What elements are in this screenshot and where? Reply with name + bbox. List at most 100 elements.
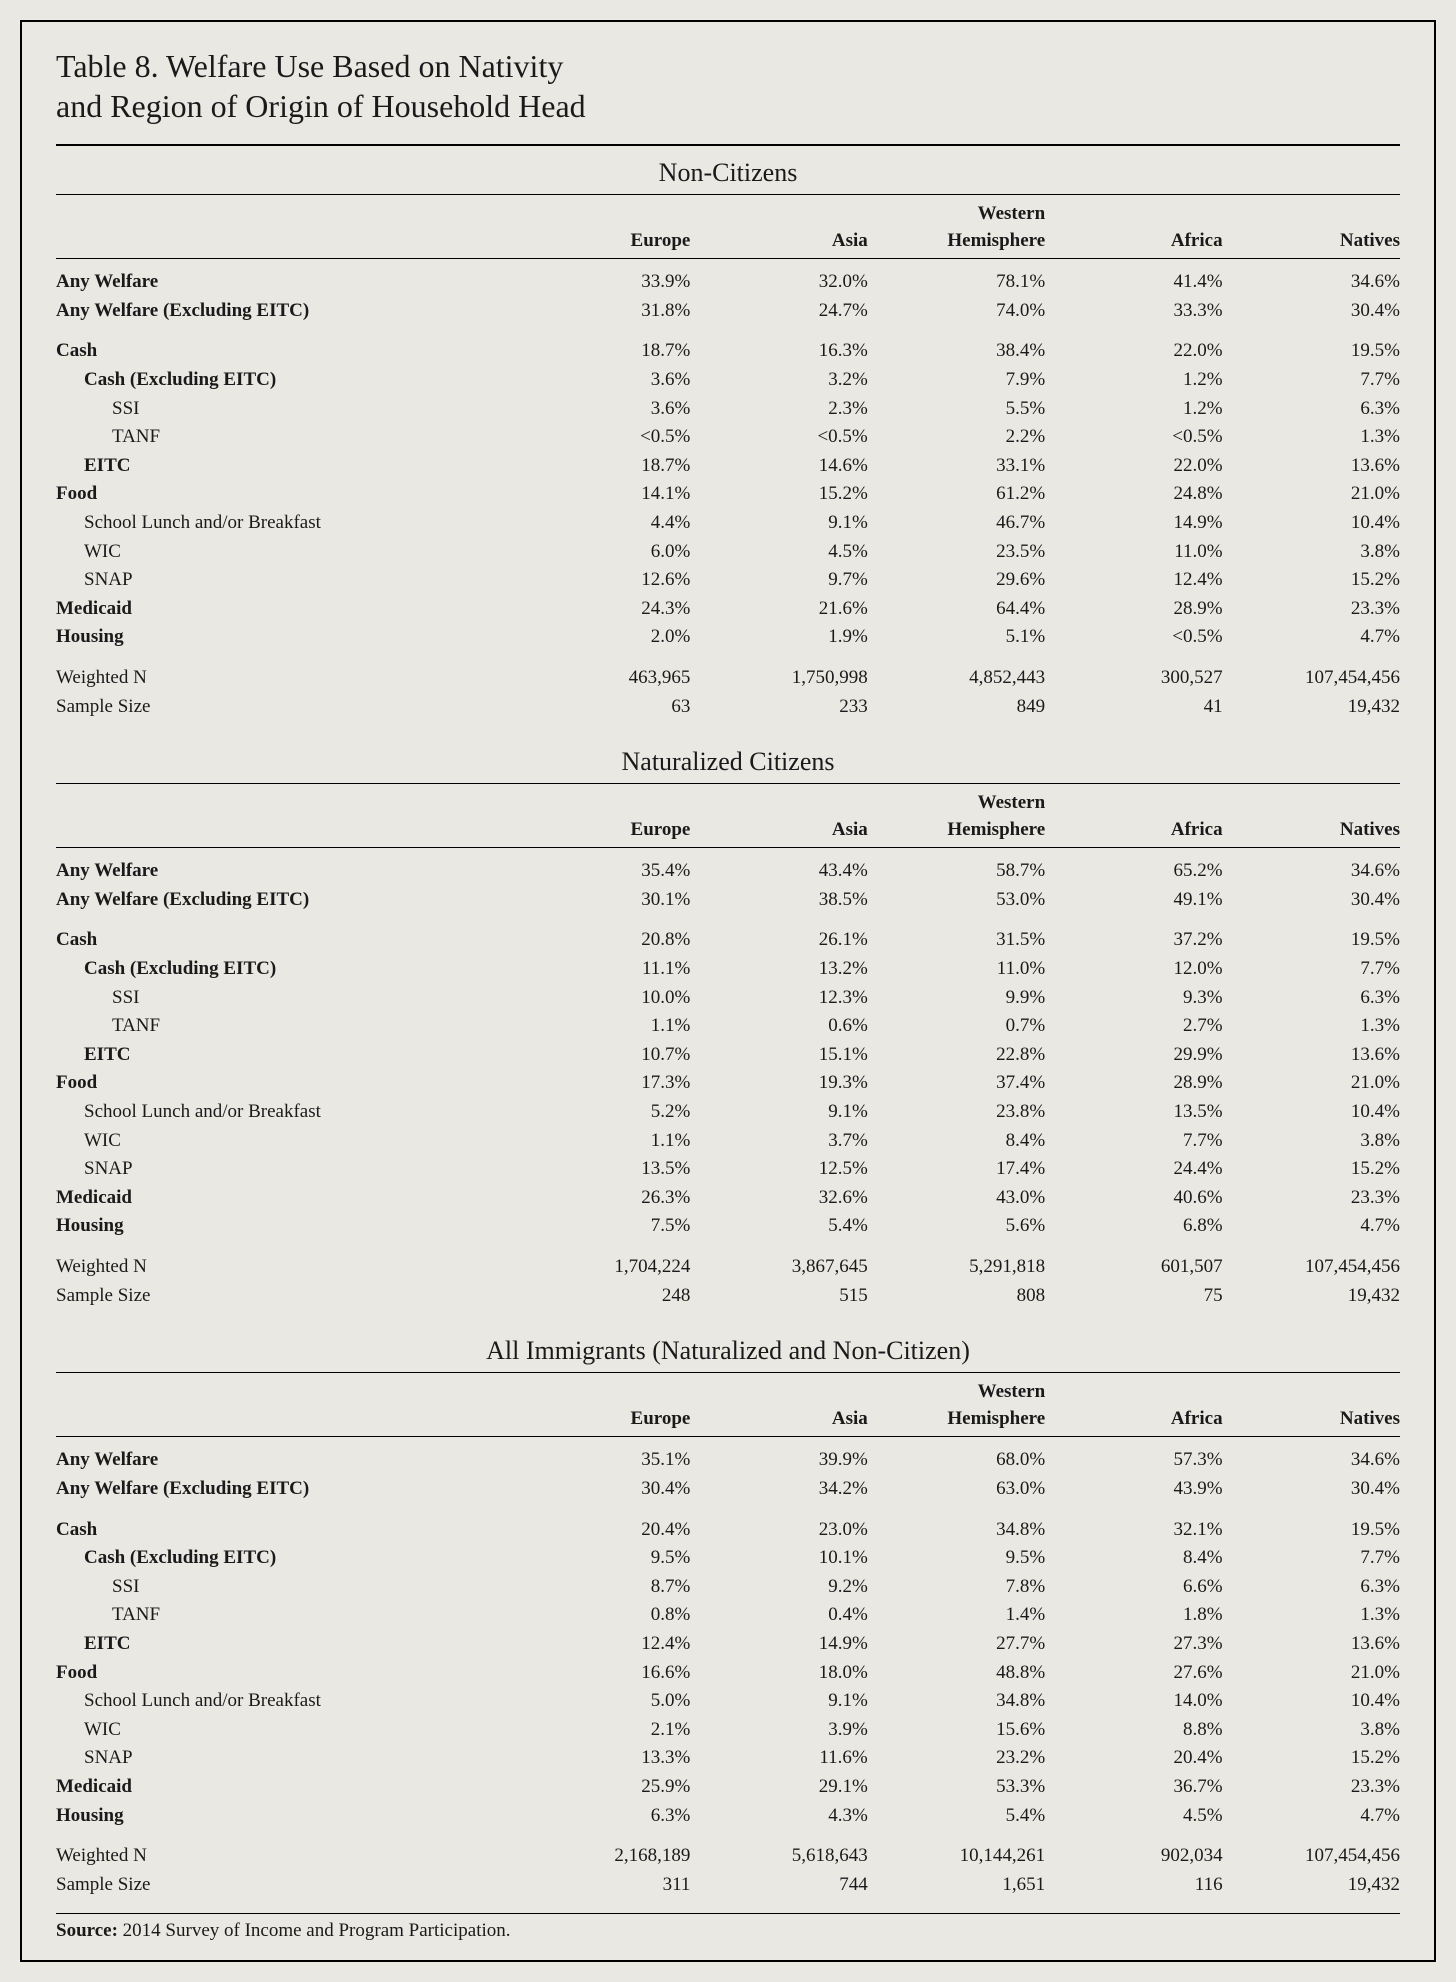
cell-value: 3.6%	[513, 366, 690, 395]
cell-value: 7.7%	[1223, 1544, 1400, 1573]
cell-value: 23.3%	[1223, 1184, 1400, 1213]
row-label: WIC	[56, 1716, 513, 1745]
cell-value: 49.1%	[1045, 886, 1222, 915]
row-label: Any Welfare	[56, 259, 513, 297]
cell-value: 0.7%	[868, 1012, 1045, 1041]
cell-value: 5.1%	[868, 623, 1045, 652]
cell-value: 5,291,818	[868, 1253, 1045, 1282]
cell-value: 12.4%	[1045, 566, 1222, 595]
cell-value: 19,432	[1223, 1871, 1400, 1900]
cell-value: 22.0%	[1045, 452, 1222, 481]
table-row: EITC18.7%14.6%33.1%22.0%13.6%	[56, 452, 1400, 481]
cell-value: 14.9%	[690, 1630, 867, 1659]
cell-value: 10.4%	[1223, 1098, 1400, 1127]
cell-value: 9.9%	[868, 984, 1045, 1013]
cell-value: 53.0%	[868, 886, 1045, 915]
table-row: TANF0.8%0.4%1.4%1.8%1.3%	[56, 1601, 1400, 1630]
cell-value: 1.3%	[1223, 1012, 1400, 1041]
cell-value: 38.5%	[690, 886, 867, 915]
row-label: Housing	[56, 623, 513, 652]
cell-value: 1.4%	[868, 1601, 1045, 1630]
cell-value: 3.8%	[1223, 538, 1400, 567]
cell-value: 20.4%	[1045, 1744, 1222, 1773]
cell-value: 7.7%	[1223, 955, 1400, 984]
cell-value: 6.3%	[1223, 984, 1400, 1013]
cell-value: 46.7%	[868, 509, 1045, 538]
cell-value: 107,454,456	[1223, 1842, 1400, 1871]
table-row: Food14.1%15.2%61.2%24.8%21.0%	[56, 480, 1400, 509]
cell-value: <0.5%	[1045, 623, 1222, 652]
cell-value: 11.6%	[690, 1744, 867, 1773]
row-label: SSI	[56, 1573, 513, 1602]
cell-value: 15.2%	[1223, 1155, 1400, 1184]
cell-value: 107,454,456	[1223, 664, 1400, 693]
cell-value: 26.1%	[690, 926, 867, 955]
cell-value: 8.4%	[868, 1127, 1045, 1156]
row-label: Food	[56, 1659, 513, 1688]
spacer	[56, 325, 1400, 337]
cell-value: <0.5%	[690, 423, 867, 452]
table-row: Any Welfare35.4%43.4%58.7%65.2%34.6%	[56, 848, 1400, 886]
row-label: Medicaid	[56, 595, 513, 624]
cell-value: 22.8%	[868, 1041, 1045, 1070]
data-table: EuropeAsiaWesternHemisphereAfricaNatives…	[56, 1373, 1400, 1899]
table-row: School Lunch and/or Breakfast5.0%9.1%34.…	[56, 1687, 1400, 1716]
table-title: Table 8. Welfare Use Based on Nativity a…	[56, 46, 1400, 126]
row-label: SNAP	[56, 1744, 513, 1773]
cell-value: 15.2%	[690, 480, 867, 509]
row-label: Any Welfare (Excluding EITC)	[56, 297, 513, 326]
column-header: WesternHemisphere	[868, 1373, 1045, 1437]
table-row: Cash (Excluding EITC)3.6%3.2%7.9%1.2%7.7…	[56, 366, 1400, 395]
cell-value: 53.3%	[868, 1773, 1045, 1802]
cell-value: 17.3%	[513, 1069, 690, 1098]
row-label: EITC	[56, 452, 513, 481]
cell-value: 37.2%	[1045, 926, 1222, 955]
table-row: Cash20.4%23.0%34.8%32.1%19.5%	[56, 1516, 1400, 1545]
source-label: Source:	[56, 1920, 118, 1941]
cell-value: 4.4%	[513, 509, 690, 538]
cell-value: 4.7%	[1223, 1802, 1400, 1831]
row-label: Any Welfare	[56, 848, 513, 886]
cell-value: 1.2%	[1045, 395, 1222, 424]
cell-value: <0.5%	[1045, 423, 1222, 452]
cell-value: 12.6%	[513, 566, 690, 595]
cell-value: 14.1%	[513, 480, 690, 509]
column-header: Asia	[690, 1373, 867, 1437]
cell-value: 34.6%	[1223, 259, 1400, 297]
table-row: SNAP13.3%11.6%23.2%20.4%15.2%	[56, 1744, 1400, 1773]
cell-value: 37.4%	[868, 1069, 1045, 1098]
column-header: Africa	[1045, 195, 1222, 259]
cell-value: 12.0%	[1045, 955, 1222, 984]
cell-value: 7.8%	[868, 1573, 1045, 1602]
cell-value: 22.0%	[1045, 337, 1222, 366]
section-heading: Naturalized Citizens	[56, 747, 1400, 777]
cell-value: 29.6%	[868, 566, 1045, 595]
column-header: WesternHemisphere	[868, 784, 1045, 848]
cell-value: 5.6%	[868, 1212, 1045, 1241]
cell-value: 43.0%	[868, 1184, 1045, 1213]
cell-value: 4.7%	[1223, 623, 1400, 652]
row-label: EITC	[56, 1041, 513, 1070]
title-line-1: Table 8. Welfare Use Based on Nativity	[56, 48, 563, 84]
cell-value: 9.5%	[868, 1544, 1045, 1573]
row-label: SNAP	[56, 1155, 513, 1184]
cell-value: 10.1%	[690, 1544, 867, 1573]
cell-value: 64.4%	[868, 595, 1045, 624]
cell-value: 24.7%	[690, 297, 867, 326]
cell-value: 12.5%	[690, 1155, 867, 1184]
row-label: School Lunch and/or Breakfast	[56, 509, 513, 538]
cell-value: 27.3%	[1045, 1630, 1222, 1659]
cell-value: <0.5%	[513, 423, 690, 452]
cell-value: 33.9%	[513, 259, 690, 297]
cell-value: 6.6%	[1045, 1573, 1222, 1602]
cell-value: 10.7%	[513, 1041, 690, 1070]
column-header: Natives	[1223, 1373, 1400, 1437]
cell-value: 29.1%	[690, 1773, 867, 1802]
row-label: EITC	[56, 1630, 513, 1659]
cell-value: 0.4%	[690, 1601, 867, 1630]
cell-value: 1.2%	[1045, 366, 1222, 395]
cell-value: 25.9%	[513, 1773, 690, 1802]
table-row: WIC6.0%4.5%23.5%11.0%3.8%	[56, 538, 1400, 567]
table-row: SSI10.0%12.3%9.9%9.3%6.3%	[56, 984, 1400, 1013]
column-header: Europe	[513, 1373, 690, 1437]
